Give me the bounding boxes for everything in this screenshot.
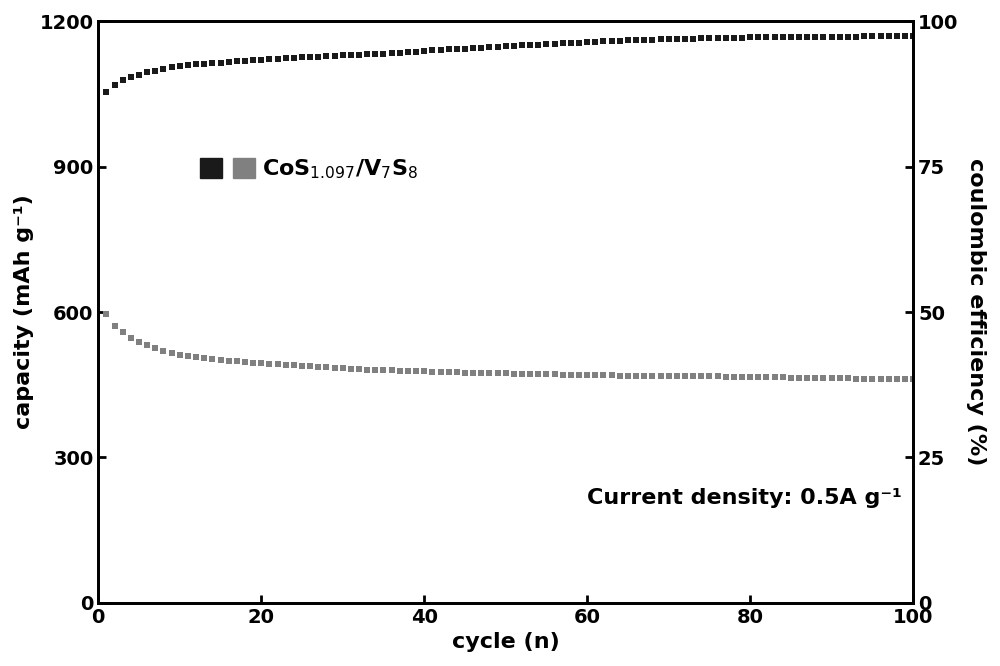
Text: Current density: 0.5A g⁻¹: Current density: 0.5A g⁻¹	[587, 488, 902, 508]
Y-axis label: coulombic efficiency (%): coulombic efficiency (%)	[966, 159, 986, 466]
X-axis label: cycle (n): cycle (n)	[452, 632, 560, 652]
Y-axis label: capacity (mAh g⁻¹): capacity (mAh g⁻¹)	[14, 194, 34, 430]
Legend: , CoS$_{1.097}$/V$_7$S$_8$: , CoS$_{1.097}$/V$_7$S$_8$	[191, 149, 427, 190]
